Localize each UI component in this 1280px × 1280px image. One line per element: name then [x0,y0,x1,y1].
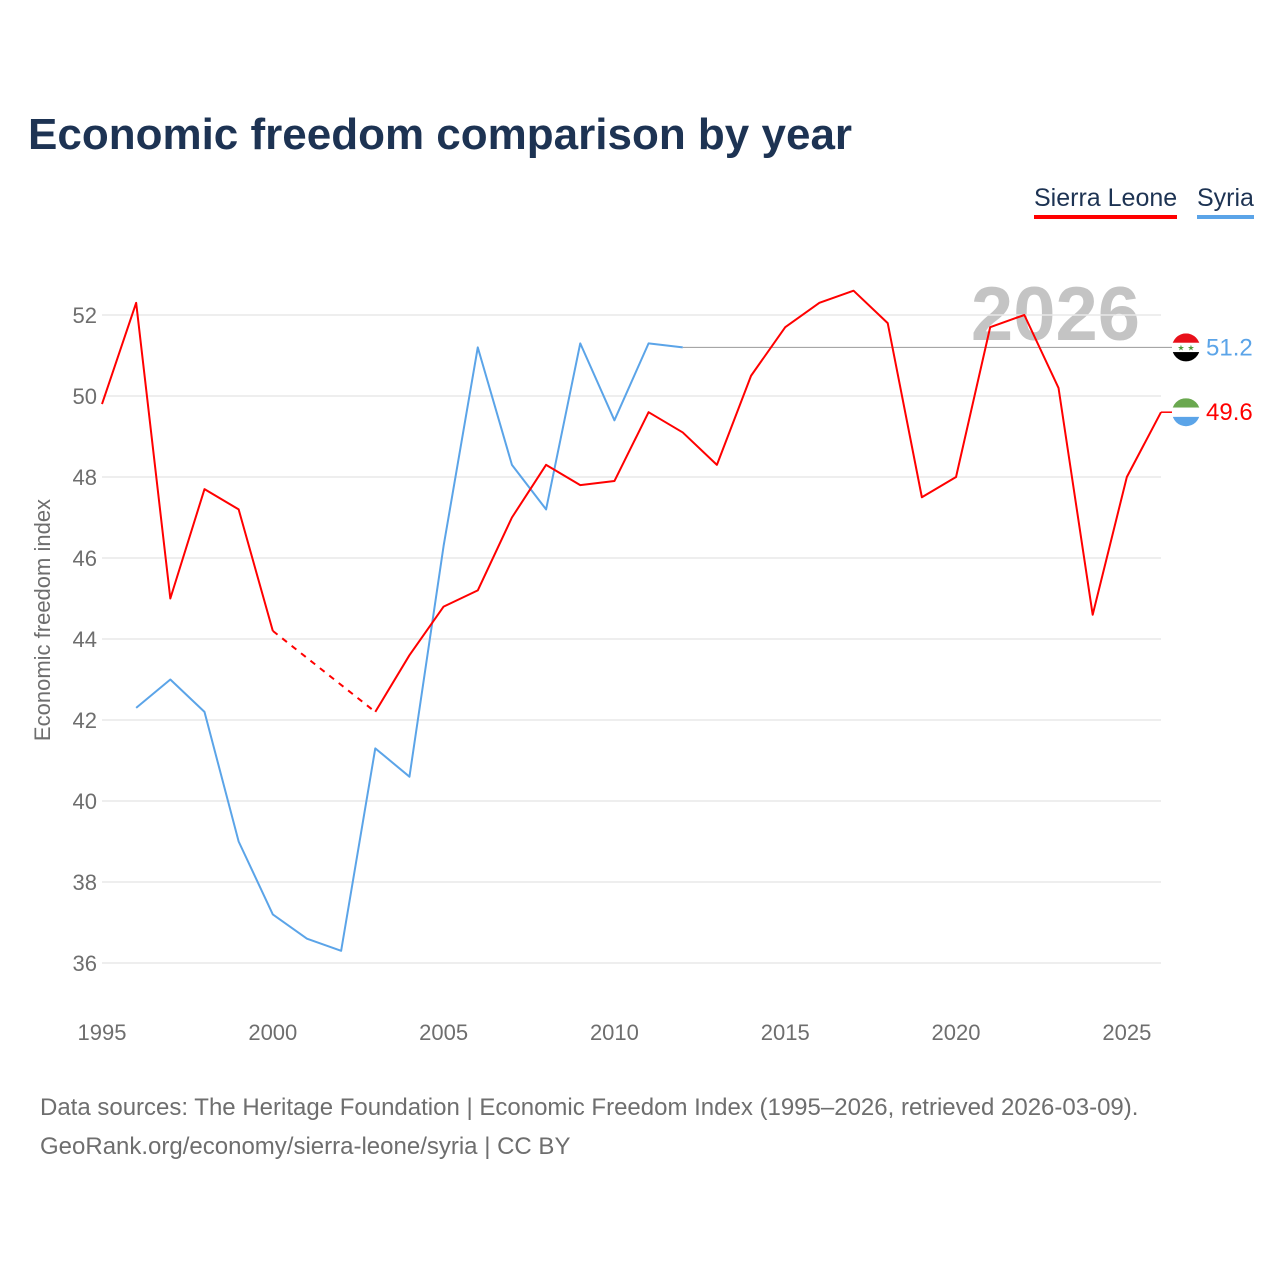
y-tick-label: 42 [73,708,97,733]
x-tick-label: 2025 [1102,1020,1151,1045]
y-tick-label: 50 [73,384,97,409]
source-note: Data sources: The Heritage Foundation | … [40,1088,1138,1166]
syria-flag-icon: ★ ★ [1172,333,1200,362]
y-axis-label: Economic freedom index [30,499,55,741]
y-tick-label: 52 [73,303,97,328]
sierra-leone-series-line [101,301,274,632]
y-tick-label: 44 [73,627,97,652]
x-tick-label: 2015 [761,1020,810,1045]
y-tick-label: 46 [73,546,97,571]
y-tick-label: 38 [73,870,97,895]
x-tick-label: 2010 [590,1020,639,1045]
x-tick-label: 2000 [248,1020,297,1045]
y-tick-label: 48 [73,465,97,490]
sierra-leone-flag-icon [1172,398,1200,427]
source-line-1: Data sources: The Heritage Foundation | … [40,1094,1139,1121]
sierra-leone-series-line [374,289,1162,713]
y-tick-label: 40 [73,789,97,814]
x-tick-label: 2005 [419,1020,468,1045]
syria-end-label: 51.2 [1206,334,1253,361]
syria-series-line [135,342,683,952]
chart-title: Economic freedom comparison by year [28,110,853,159]
svg-text:★: ★ [1177,343,1184,352]
sierra-leone-gap-line [272,630,376,713]
legend-sierra-leone[interactable]: Sierra Leone [1034,184,1178,219]
svg-text:★: ★ [1187,343,1194,352]
sierra-leone-end-label: 49.6 [1206,399,1253,426]
y-tick-label: 36 [73,951,97,976]
x-tick-label: 1995 [78,1020,127,1045]
source-line-2[interactable]: GeoRank.org/economy/sierra-leone/syria |… [40,1133,571,1160]
x-tick-label: 2020 [932,1020,981,1045]
legend-syria[interactable]: Syria [1197,184,1254,219]
